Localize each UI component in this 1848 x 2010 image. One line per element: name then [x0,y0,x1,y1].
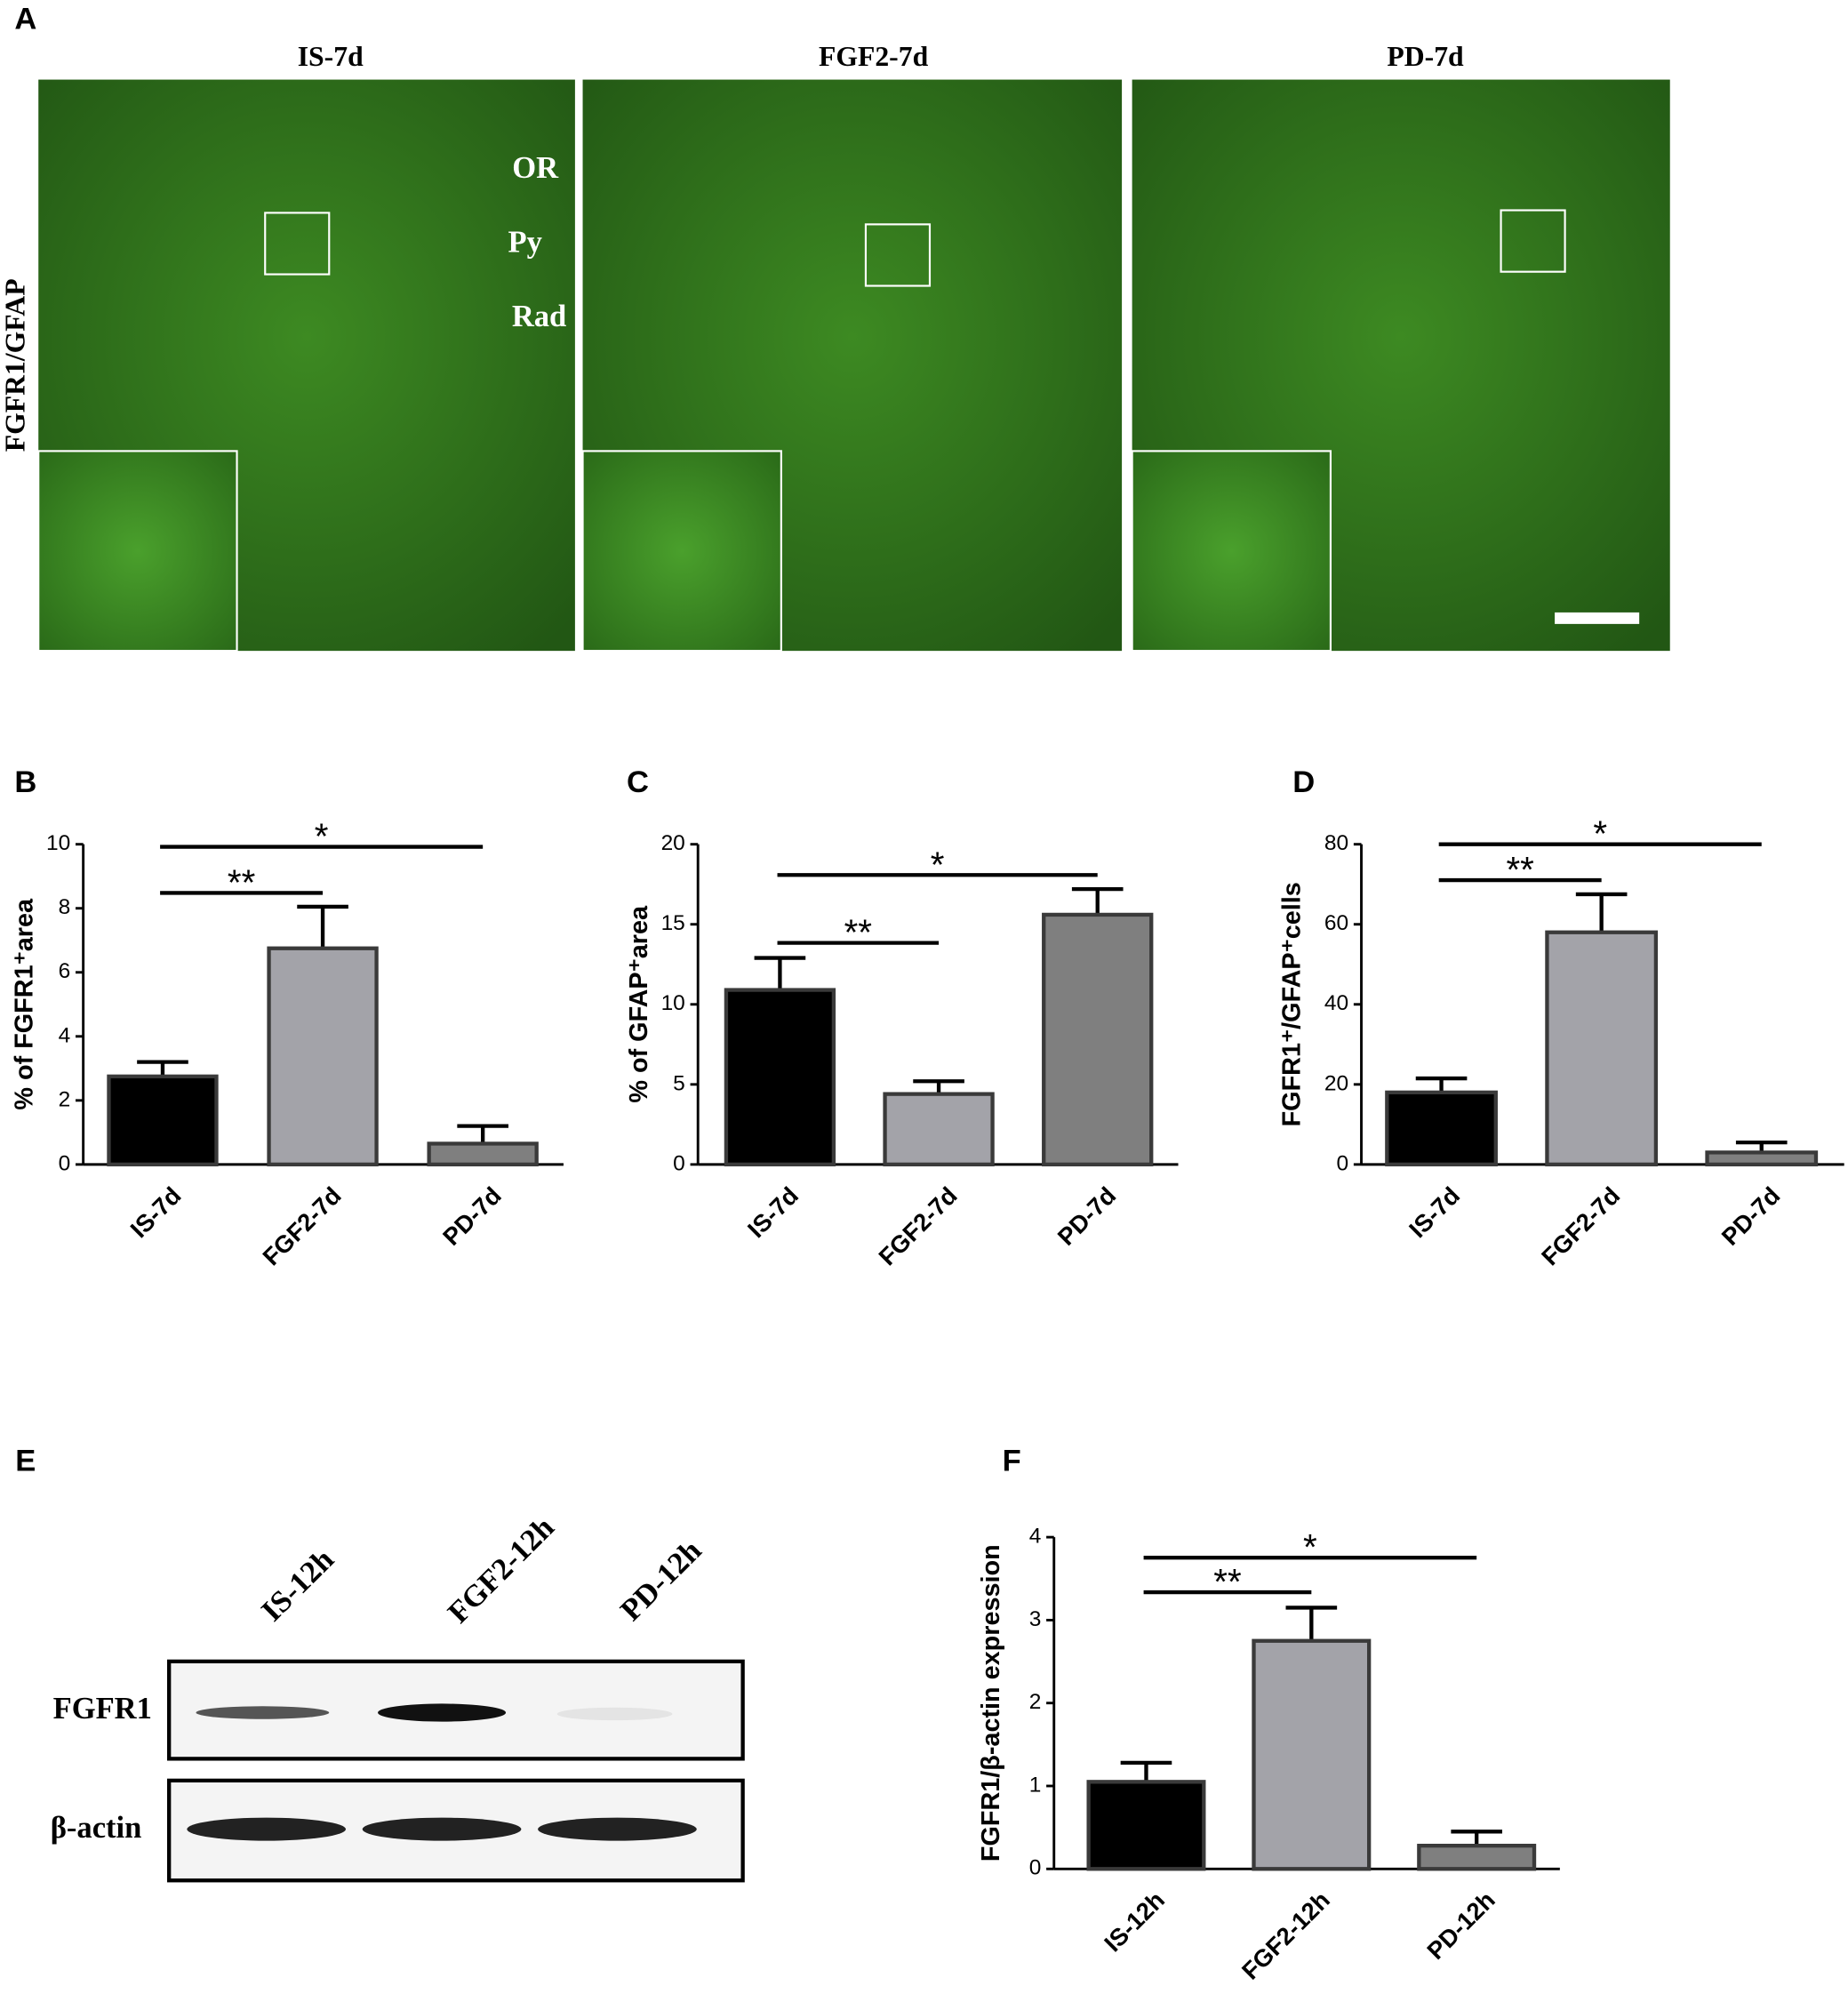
bar [107,1074,219,1167]
bar [883,1092,995,1167]
x-tick-label: FGF2-7d [257,1181,346,1270]
y-tick-label: 2 [59,1087,71,1111]
micrograph-title: PD-7d [1387,41,1464,72]
band [378,1703,507,1722]
y-tick-label: 0 [1336,1151,1348,1175]
band [362,1817,522,1841]
panel-label: D [1292,765,1315,799]
y-axis-label: FGFR1/β-actin expression [977,1544,1005,1862]
y-axis-label: % of GFAP⁺area [625,905,653,1103]
y-tick-label: 10 [46,831,70,855]
bar [1705,1150,1819,1167]
y-tick-label: 5 [673,1071,685,1095]
lane-label: FGF2-12h [442,1510,561,1630]
bar [1545,930,1659,1167]
bar [267,946,379,1167]
x-tick-label: PD-7d [437,1181,507,1251]
y-tick-label: 60 [1324,911,1348,935]
band [187,1817,347,1841]
bar [1252,1638,1372,1871]
inset [1131,450,1332,653]
panel-label: F [1003,1445,1021,1478]
y-axis-label: FGFR1⁺/GFAP⁺cells [1278,882,1307,1126]
layer-label: OR [512,151,559,185]
bar [1086,1780,1206,1871]
x-tick-label: FGF2-7d [873,1181,962,1270]
significance-label: ** [844,912,873,953]
y-tick-label: 4 [59,1023,71,1047]
x-tick-label: PD-12h [1421,1886,1500,1965]
micrograph-title: FGF2-7d [819,41,929,72]
y-tick-label: 80 [1324,831,1348,855]
bar [724,988,836,1167]
y-tick-label: 1 [1029,1773,1042,1797]
micrograph-title: IS-7d [298,41,364,72]
zoom-box [1500,209,1566,273]
significance-label: ** [1213,1561,1242,1602]
x-tick-label: FGF2-12h [1236,1886,1335,1984]
layer-label: Py [508,225,542,259]
y-tick-label: 4 [1029,1525,1042,1549]
bar [1417,1844,1537,1871]
panel-label: C [627,765,649,799]
western-blot: FGFR1 β-actin IS-12h FGF2-12h PD-12h [51,1510,745,1883]
lane-label: IS-12h [255,1542,340,1628]
micrographs: IS-7d FGF2-7d PD-7d FGFR1/GFAP OR Py Rad [0,41,1670,653]
scale-bar [1555,612,1640,624]
y-tick-label: 0 [673,1151,685,1175]
significance-label: ** [1506,849,1534,890]
significance-label: * [931,844,945,885]
significance-label: * [1303,1526,1317,1567]
significance-label: * [315,816,329,857]
panel-label: E [15,1445,36,1478]
zoom-box [264,212,331,276]
blot-row-label: FGFR1 [53,1692,152,1726]
lane-label: PD-12h [614,1534,708,1628]
band [556,1707,673,1721]
zoom-box [864,223,932,287]
y-tick-label: 20 [661,831,685,855]
x-tick-label: IS-7d [124,1181,186,1243]
band [196,1706,330,1719]
y-tick-label: 6 [59,959,71,983]
panel-label: B [14,765,36,799]
inset [581,450,782,653]
x-tick-label: IS-12h [1099,1886,1170,1957]
row-label: FGFR1/GFAP [0,278,30,452]
x-tick-label: PD-7d [1716,1181,1786,1251]
y-tick-label: 40 [1324,991,1348,1015]
y-tick-label: 10 [661,991,685,1015]
x-tick-label: IS-7d [1404,1181,1465,1243]
bar [1042,912,1154,1167]
y-tick-label: 15 [661,911,685,935]
significance-label: * [1593,813,1607,854]
inset [37,450,238,653]
y-tick-label: 2 [1029,1690,1042,1714]
blot-row-label: β-actin [51,1811,142,1845]
bar [1385,1090,1498,1167]
bar [427,1141,539,1167]
x-tick-label: PD-7d [1052,1181,1122,1251]
y-tick-label: 0 [1029,1856,1042,1880]
band [538,1817,697,1841]
x-tick-label: FGF2-7d [1536,1181,1625,1270]
x-tick-label: IS-7d [742,1181,804,1243]
y-axis-label: % of FGFR1⁺area [10,898,38,1110]
y-tick-label: 0 [59,1151,71,1175]
y-tick-label: 3 [1029,1607,1042,1631]
y-tick-label: 20 [1324,1071,1348,1095]
panel-label: A [14,2,36,36]
y-tick-label: 8 [59,895,71,919]
layer-label: Rad [512,300,566,333]
significance-label: ** [228,861,256,902]
